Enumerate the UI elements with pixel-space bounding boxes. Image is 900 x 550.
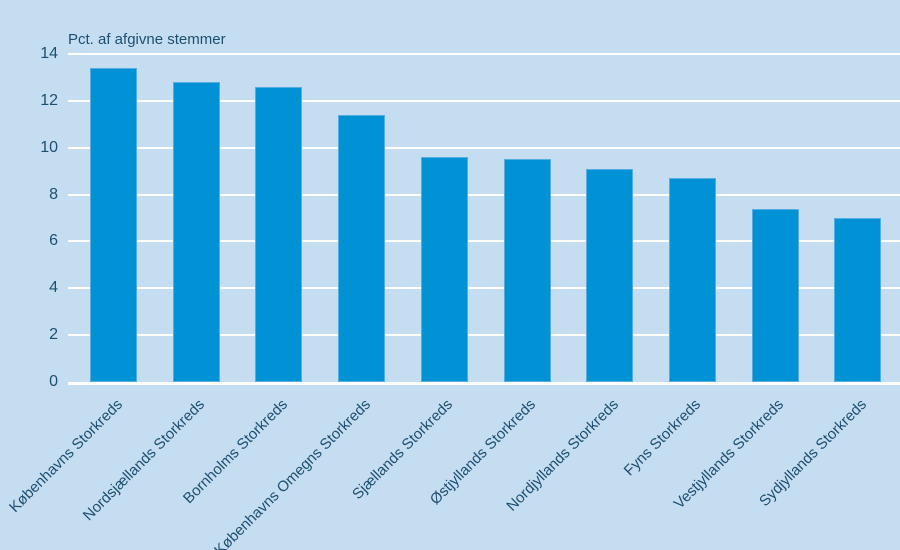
gridline-y12 (68, 99, 900, 102)
bar-7 (586, 168, 634, 382)
y-tick-label-14: 14 (40, 45, 58, 62)
y-tick-label-6: 6 (49, 232, 58, 250)
gridline-y8 (68, 193, 900, 196)
gridline-y14 (68, 53, 900, 55)
x-tick-label-1: Københavns Storkreds (5, 396, 126, 516)
gridline-y6 (68, 240, 900, 243)
bar-10 (834, 218, 882, 382)
gridline-y2 (68, 334, 900, 337)
bar-6 (503, 159, 551, 382)
y-tick-label-0: 0 (49, 373, 58, 390)
bar-8 (668, 178, 716, 382)
bar-9 (751, 208, 799, 382)
y-tick-label-10: 10 (40, 138, 58, 156)
bar-2 (172, 82, 220, 382)
chart-title: Pct. af afgivne stemmer (68, 31, 226, 48)
bar-3 (255, 86, 303, 382)
y-tick-label-12: 12 (40, 91, 58, 109)
gridline-y4 (68, 287, 900, 290)
bar-5 (420, 157, 468, 382)
gridline-y0 (68, 382, 900, 385)
y-tick-label-2: 2 (49, 326, 58, 344)
gridline-y10 (68, 146, 900, 149)
y-tick-label-8: 8 (49, 185, 58, 203)
bar-4 (338, 114, 386, 382)
y-tick-label-4: 4 (49, 279, 58, 297)
bar-1 (90, 68, 137, 382)
